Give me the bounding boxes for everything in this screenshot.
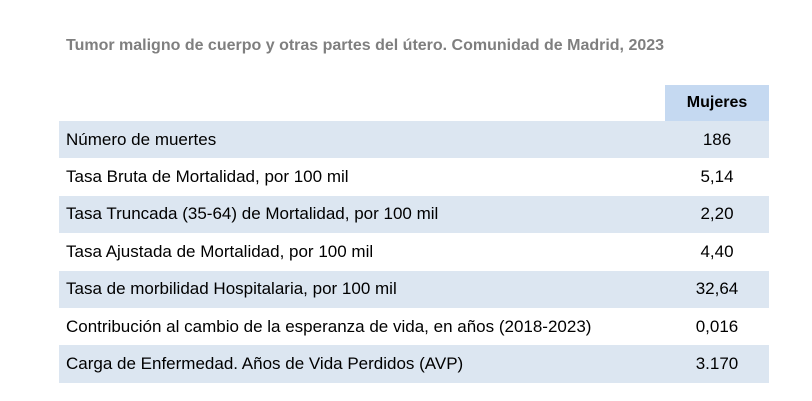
table-row: Carga de Enfermedad. Años de Vida Perdid…: [59, 345, 769, 383]
row-label: Contribución al cambio de la esperanza d…: [66, 316, 592, 336]
row-value: 32,64: [695, 279, 739, 299]
row-label: Tasa Bruta de Mortalidad, por 100 mil: [66, 167, 349, 187]
table-row: Contribución al cambio de la esperanza d…: [59, 308, 769, 345]
row-label: Tasa de morbilidad Hospitalaria, por 100…: [66, 279, 397, 299]
row-label: Número de muertes: [66, 129, 217, 149]
table-row: Tasa Ajustada de Mortalidad, por 100 mil…: [59, 233, 769, 270]
row-label: Tasa Truncada (35-64) de Mortalidad, por…: [66, 204, 439, 224]
table-row: Tasa de morbilidad Hospitalaria, por 100…: [59, 270, 769, 308]
row-value: 3.170: [695, 354, 739, 374]
table-row: Tasa Truncada (35-64) de Mortalidad, por…: [59, 195, 769, 234]
table-row: Tasa Bruta de Mortalidad, por 100 mil 5,…: [59, 158, 769, 195]
row-value: 186: [702, 129, 732, 149]
table-row: Número de muertes 186: [59, 121, 769, 159]
row-value: 5,14: [700, 167, 734, 187]
row-label: Carga de Enfermedad. Años de Vida Perdid…: [66, 354, 464, 374]
row-label: Tasa Ajustada de Mortalidad, por 100 mil: [66, 241, 374, 261]
data-table: Número de muertes 186 Tasa Bruta de Mort…: [59, 121, 769, 383]
row-value: 4,40: [700, 241, 734, 261]
row-value: 0,016: [695, 316, 739, 336]
column-header-mujeres: Mujeres: [665, 85, 769, 121]
row-value: 2,20: [700, 204, 734, 224]
table-title: Tumor maligno de cuerpo y otras partes d…: [66, 37, 665, 54]
